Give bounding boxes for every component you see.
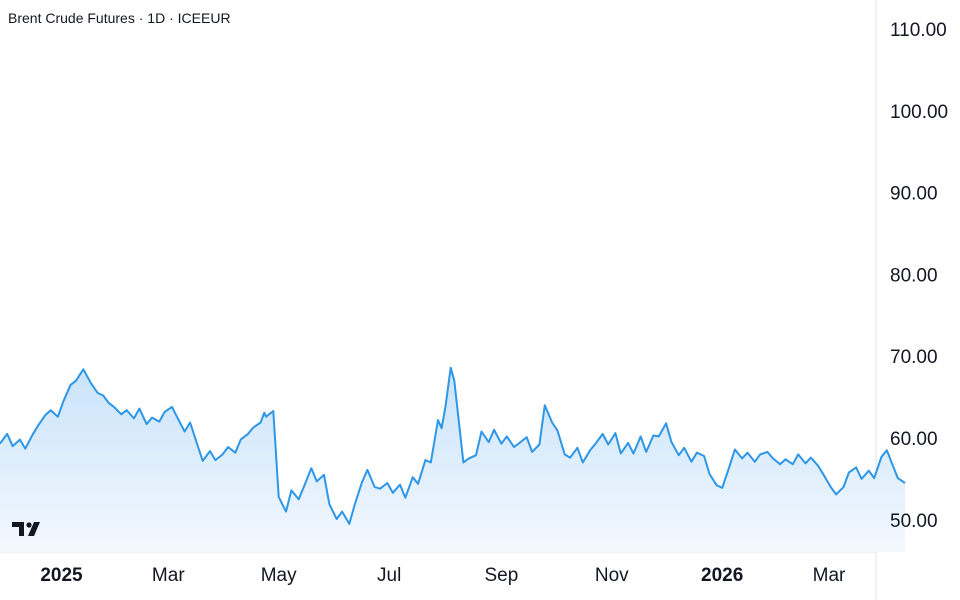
symbol-name: Brent Crude Futures (8, 10, 135, 26)
x-tick-label: Jul (377, 565, 401, 586)
tradingview-logo-icon[interactable] (10, 518, 48, 540)
series-line (0, 366, 906, 525)
y-tick-label: 80.00 (890, 265, 938, 286)
x-tick-label: May (261, 565, 297, 586)
price-line-layer (0, 366, 906, 525)
x-tick-label: Sep (484, 565, 518, 586)
area-fill-layer (0, 367, 905, 552)
price-axis[interactable]: 110.00 100.00 90.00 80.00 70.00 60.00 50.00 (890, 20, 948, 532)
x-tick-label: Mar (152, 565, 185, 586)
title-separator: · (134, 10, 148, 26)
series-area (0, 367, 905, 552)
time-axis[interactable]: 2025 Mar May Jul Sep Nov 2026 Mar (40, 565, 846, 586)
interval-label: 1D (147, 10, 166, 26)
x-tick-label: 2026 (701, 565, 743, 586)
y-tick-label: 50.00 (890, 511, 938, 532)
y-tick-label: 90.00 (890, 184, 938, 205)
y-tick-label: 70.00 (890, 347, 938, 368)
y-tick-label: 60.00 (890, 429, 938, 450)
symbol-title[interactable]: Brent Crude Futures · 1D · ICEEUR (8, 10, 235, 26)
exchange-label: ICEEUR (177, 10, 231, 26)
y-tick-label: 110.00 (890, 20, 947, 41)
title-separator: · (165, 10, 178, 26)
x-tick-label: 2025 (40, 565, 83, 586)
x-tick-label: Mar (813, 565, 846, 586)
y-tick-label: 100.00 (890, 102, 948, 123)
x-tick-label: Nov (595, 565, 629, 586)
